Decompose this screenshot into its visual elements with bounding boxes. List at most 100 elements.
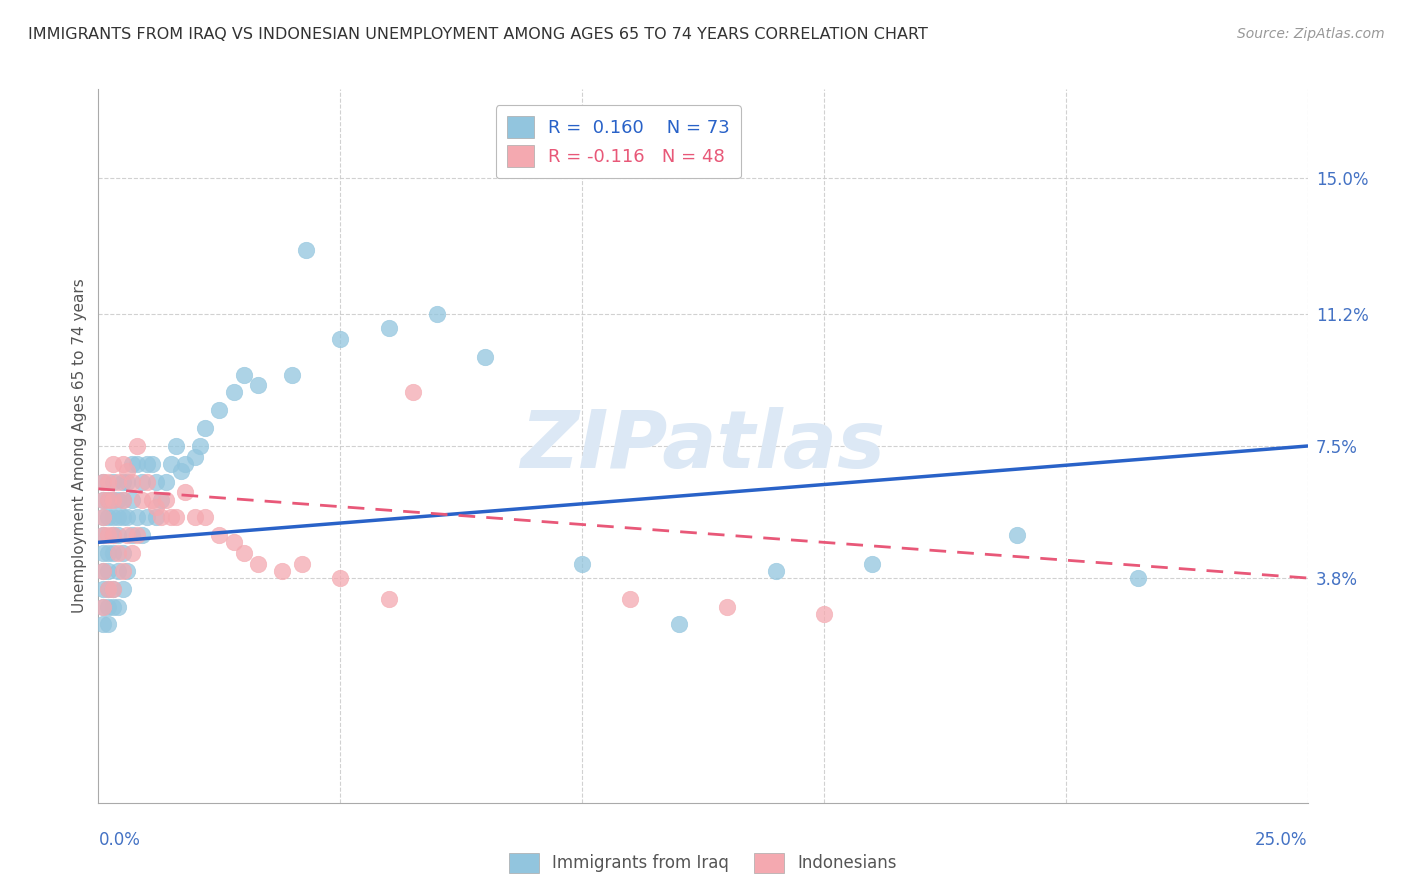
- Point: [145, 475, 167, 489]
- Point: [232, 546, 254, 560]
- Point: [91, 564, 114, 578]
- Point: [247, 557, 270, 571]
- Point: [127, 510, 149, 524]
- Point: [145, 510, 167, 524]
- Point: [150, 510, 173, 524]
- Point: [208, 528, 231, 542]
- Point: [97, 492, 120, 507]
- Point: [101, 492, 124, 507]
- Point: [91, 475, 114, 489]
- Point: [765, 564, 787, 578]
- Point: [107, 475, 129, 489]
- Point: [127, 457, 149, 471]
- Point: [131, 492, 153, 507]
- Point: [107, 510, 129, 524]
- Point: [101, 528, 124, 542]
- Point: [91, 475, 114, 489]
- Point: [377, 592, 399, 607]
- Point: [135, 457, 157, 471]
- Point: [155, 475, 177, 489]
- Text: 0.0%: 0.0%: [98, 831, 141, 849]
- Point: [271, 564, 294, 578]
- Point: [107, 528, 129, 542]
- Point: [91, 582, 114, 596]
- Point: [101, 457, 124, 471]
- Point: [101, 546, 124, 560]
- Point: [111, 492, 134, 507]
- Point: [668, 617, 690, 632]
- Point: [101, 528, 124, 542]
- Point: [97, 599, 120, 614]
- Point: [91, 599, 114, 614]
- Point: [141, 492, 163, 507]
- Point: [135, 475, 157, 489]
- Point: [160, 510, 183, 524]
- Point: [101, 599, 124, 614]
- Point: [91, 510, 114, 524]
- Point: [101, 475, 124, 489]
- Point: [169, 464, 191, 478]
- Point: [1007, 528, 1029, 542]
- Point: [107, 546, 129, 560]
- Point: [107, 564, 129, 578]
- Point: [131, 475, 153, 489]
- Point: [127, 439, 149, 453]
- Point: [121, 528, 143, 542]
- Point: [97, 617, 120, 632]
- Point: [97, 475, 120, 489]
- Point: [208, 403, 231, 417]
- Point: [121, 546, 143, 560]
- Point: [131, 528, 153, 542]
- Point: [222, 385, 245, 400]
- Point: [91, 564, 114, 578]
- Point: [402, 385, 425, 400]
- Point: [121, 457, 143, 471]
- Point: [91, 510, 114, 524]
- Point: [111, 564, 134, 578]
- Point: [91, 492, 114, 507]
- Text: IMMIGRANTS FROM IRAQ VS INDONESIAN UNEMPLOYMENT AMONG AGES 65 TO 74 YEARS CORREL: IMMIGRANTS FROM IRAQ VS INDONESIAN UNEMP…: [28, 27, 928, 42]
- Point: [117, 475, 139, 489]
- Point: [91, 599, 114, 614]
- Text: Source: ZipAtlas.com: Source: ZipAtlas.com: [1237, 27, 1385, 41]
- Point: [165, 439, 187, 453]
- Point: [117, 464, 139, 478]
- Point: [194, 421, 217, 435]
- Point: [97, 564, 120, 578]
- Point: [107, 599, 129, 614]
- Legend: Immigrants from Iraq, Indonesians: Immigrants from Iraq, Indonesians: [502, 847, 904, 880]
- Point: [329, 332, 352, 346]
- Point: [174, 485, 197, 500]
- Point: [860, 557, 883, 571]
- Point: [141, 457, 163, 471]
- Point: [160, 457, 183, 471]
- Point: [145, 500, 167, 514]
- Point: [194, 510, 217, 524]
- Point: [127, 528, 149, 542]
- Point: [107, 492, 129, 507]
- Point: [111, 457, 134, 471]
- Point: [111, 492, 134, 507]
- Text: ZIPatlas: ZIPatlas: [520, 407, 886, 485]
- Point: [121, 475, 143, 489]
- Point: [474, 350, 496, 364]
- Point: [121, 492, 143, 507]
- Point: [135, 510, 157, 524]
- Point: [188, 439, 211, 453]
- Point: [1128, 571, 1150, 585]
- Point: [571, 557, 593, 571]
- Point: [91, 546, 114, 560]
- Point: [281, 368, 304, 382]
- Point: [101, 582, 124, 596]
- Point: [111, 475, 134, 489]
- Legend: R =  0.160    N = 73, R = -0.116   N = 48: R = 0.160 N = 73, R = -0.116 N = 48: [496, 105, 741, 178]
- Point: [111, 510, 134, 524]
- Point: [329, 571, 352, 585]
- Point: [117, 510, 139, 524]
- Point: [97, 582, 120, 596]
- Point: [97, 492, 120, 507]
- Point: [111, 582, 134, 596]
- Point: [117, 564, 139, 578]
- Point: [97, 510, 120, 524]
- Text: 25.0%: 25.0%: [1256, 831, 1308, 849]
